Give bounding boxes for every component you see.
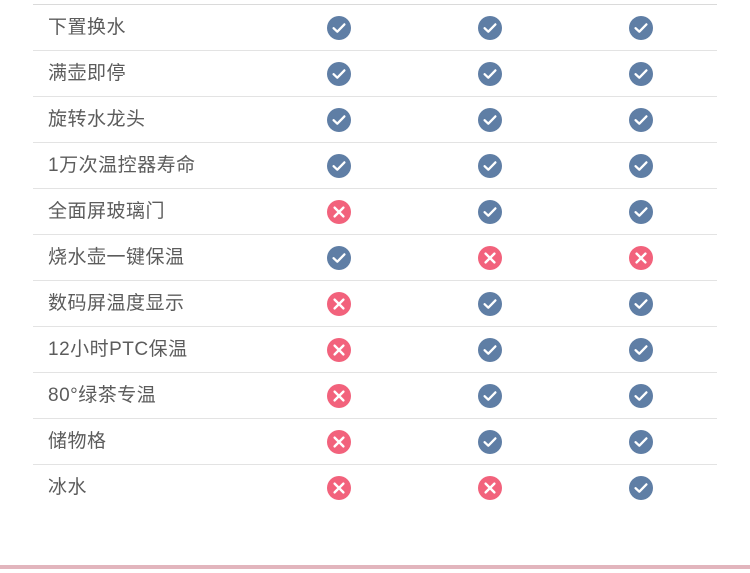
check-circle-icon bbox=[477, 61, 502, 86]
mark-cell-product-1 bbox=[263, 107, 414, 132]
cross-circle-icon bbox=[326, 199, 351, 224]
mark-cell-product-3 bbox=[566, 383, 717, 408]
mark-cell-product-1 bbox=[263, 337, 414, 362]
mark-cell-product-1 bbox=[263, 245, 414, 270]
mark-cell-product-2 bbox=[414, 291, 565, 316]
check-circle-icon bbox=[629, 199, 654, 224]
mark-cell-product-2 bbox=[414, 15, 565, 40]
cross-circle-icon bbox=[326, 337, 351, 362]
mark-cell-product-1 bbox=[263, 383, 414, 408]
table-row: 满壶即停 bbox=[33, 50, 717, 96]
mark-cell-product-2 bbox=[414, 61, 565, 86]
table-row: 旋转水龙头 bbox=[33, 96, 717, 142]
mark-cell-product-1 bbox=[263, 429, 414, 454]
mark-cell-product-2 bbox=[414, 475, 565, 500]
table-row: 冰水 bbox=[33, 464, 717, 510]
check-circle-icon bbox=[629, 475, 654, 500]
table-row: 烧水壶一键保温 bbox=[33, 234, 717, 280]
check-circle-icon bbox=[629, 291, 654, 316]
bottom-divider bbox=[0, 565, 750, 569]
mark-cell-product-2 bbox=[414, 199, 565, 224]
check-circle-icon bbox=[629, 429, 654, 454]
feature-label: 旋转水龙头 bbox=[48, 109, 146, 130]
check-circle-icon bbox=[326, 153, 351, 178]
mark-cell-product-3 bbox=[566, 475, 717, 500]
check-circle-icon bbox=[629, 383, 654, 408]
feature-label: 80°绿茶专温 bbox=[48, 385, 157, 406]
table-row: 全面屏玻璃门 bbox=[33, 188, 717, 234]
mark-cell-product-2 bbox=[414, 153, 565, 178]
check-circle-icon bbox=[326, 245, 351, 270]
check-circle-icon bbox=[326, 61, 351, 86]
mark-cell-product-1 bbox=[263, 153, 414, 178]
table-row: 12小时PTC保温 bbox=[33, 326, 717, 372]
mark-cell-product-2 bbox=[414, 383, 565, 408]
check-circle-icon bbox=[326, 15, 351, 40]
mark-cell-product-2 bbox=[414, 429, 565, 454]
table-row: 储物格 bbox=[33, 418, 717, 464]
check-circle-icon bbox=[477, 199, 502, 224]
mark-cell-product-3 bbox=[566, 291, 717, 316]
mark-cell-product-3 bbox=[566, 245, 717, 270]
mark-cell-product-2 bbox=[414, 337, 565, 362]
feature-label: 1万次温控器寿命 bbox=[48, 155, 196, 176]
cross-circle-icon bbox=[326, 475, 351, 500]
mark-cell-product-3 bbox=[566, 153, 717, 178]
check-circle-icon bbox=[629, 61, 654, 86]
mark-cell-product-1 bbox=[263, 61, 414, 86]
cross-circle-icon bbox=[326, 383, 351, 408]
check-circle-icon bbox=[477, 429, 502, 454]
check-circle-icon bbox=[477, 383, 502, 408]
cross-circle-icon bbox=[326, 429, 351, 454]
mark-cell-product-3 bbox=[566, 15, 717, 40]
check-circle-icon bbox=[477, 107, 502, 132]
feature-label: 满壶即停 bbox=[48, 63, 127, 84]
table-row: 80°绿茶专温 bbox=[33, 372, 717, 418]
feature-label: 全面屏玻璃门 bbox=[48, 201, 166, 222]
mark-cell-product-1 bbox=[263, 15, 414, 40]
check-circle-icon bbox=[477, 15, 502, 40]
mark-cell-product-2 bbox=[414, 107, 565, 132]
cross-circle-icon bbox=[326, 291, 351, 316]
mark-cell-product-3 bbox=[566, 61, 717, 86]
mark-cell-product-3 bbox=[566, 199, 717, 224]
mark-cell-product-3 bbox=[566, 337, 717, 362]
mark-cell-product-1 bbox=[263, 475, 414, 500]
mark-cell-product-1 bbox=[263, 199, 414, 224]
check-circle-icon bbox=[326, 107, 351, 132]
check-circle-icon bbox=[629, 153, 654, 178]
check-circle-icon bbox=[477, 291, 502, 316]
feature-label: 冰水 bbox=[48, 477, 88, 498]
feature-label: 烧水壶一键保温 bbox=[48, 247, 185, 268]
feature-label: 12小时PTC保温 bbox=[48, 339, 188, 360]
table-row: 数码屏温度显示 bbox=[33, 280, 717, 326]
check-circle-icon bbox=[629, 107, 654, 132]
check-circle-icon bbox=[477, 153, 502, 178]
check-circle-icon bbox=[629, 15, 654, 40]
feature-comparison-table: 下置换水满壶即停旋转水龙头 1万次温控器寿命 全面屏玻璃门 烧水壶一键保温 数码屏温度显… bbox=[33, 4, 717, 510]
cross-circle-icon bbox=[477, 475, 502, 500]
feature-label: 数码屏温度显示 bbox=[48, 293, 185, 314]
mark-cell-product-3 bbox=[566, 107, 717, 132]
feature-label: 下置换水 bbox=[48, 17, 127, 38]
check-circle-icon bbox=[629, 337, 654, 362]
mark-cell-product-1 bbox=[263, 291, 414, 316]
mark-cell-product-2 bbox=[414, 245, 565, 270]
cross-circle-icon bbox=[629, 245, 654, 270]
mark-cell-product-3 bbox=[566, 429, 717, 454]
table-row: 1万次温控器寿命 bbox=[33, 142, 717, 188]
table-row: 下置换水 bbox=[33, 4, 717, 50]
feature-label: 储物格 bbox=[48, 431, 107, 452]
check-circle-icon bbox=[477, 337, 502, 362]
cross-circle-icon bbox=[477, 245, 502, 270]
